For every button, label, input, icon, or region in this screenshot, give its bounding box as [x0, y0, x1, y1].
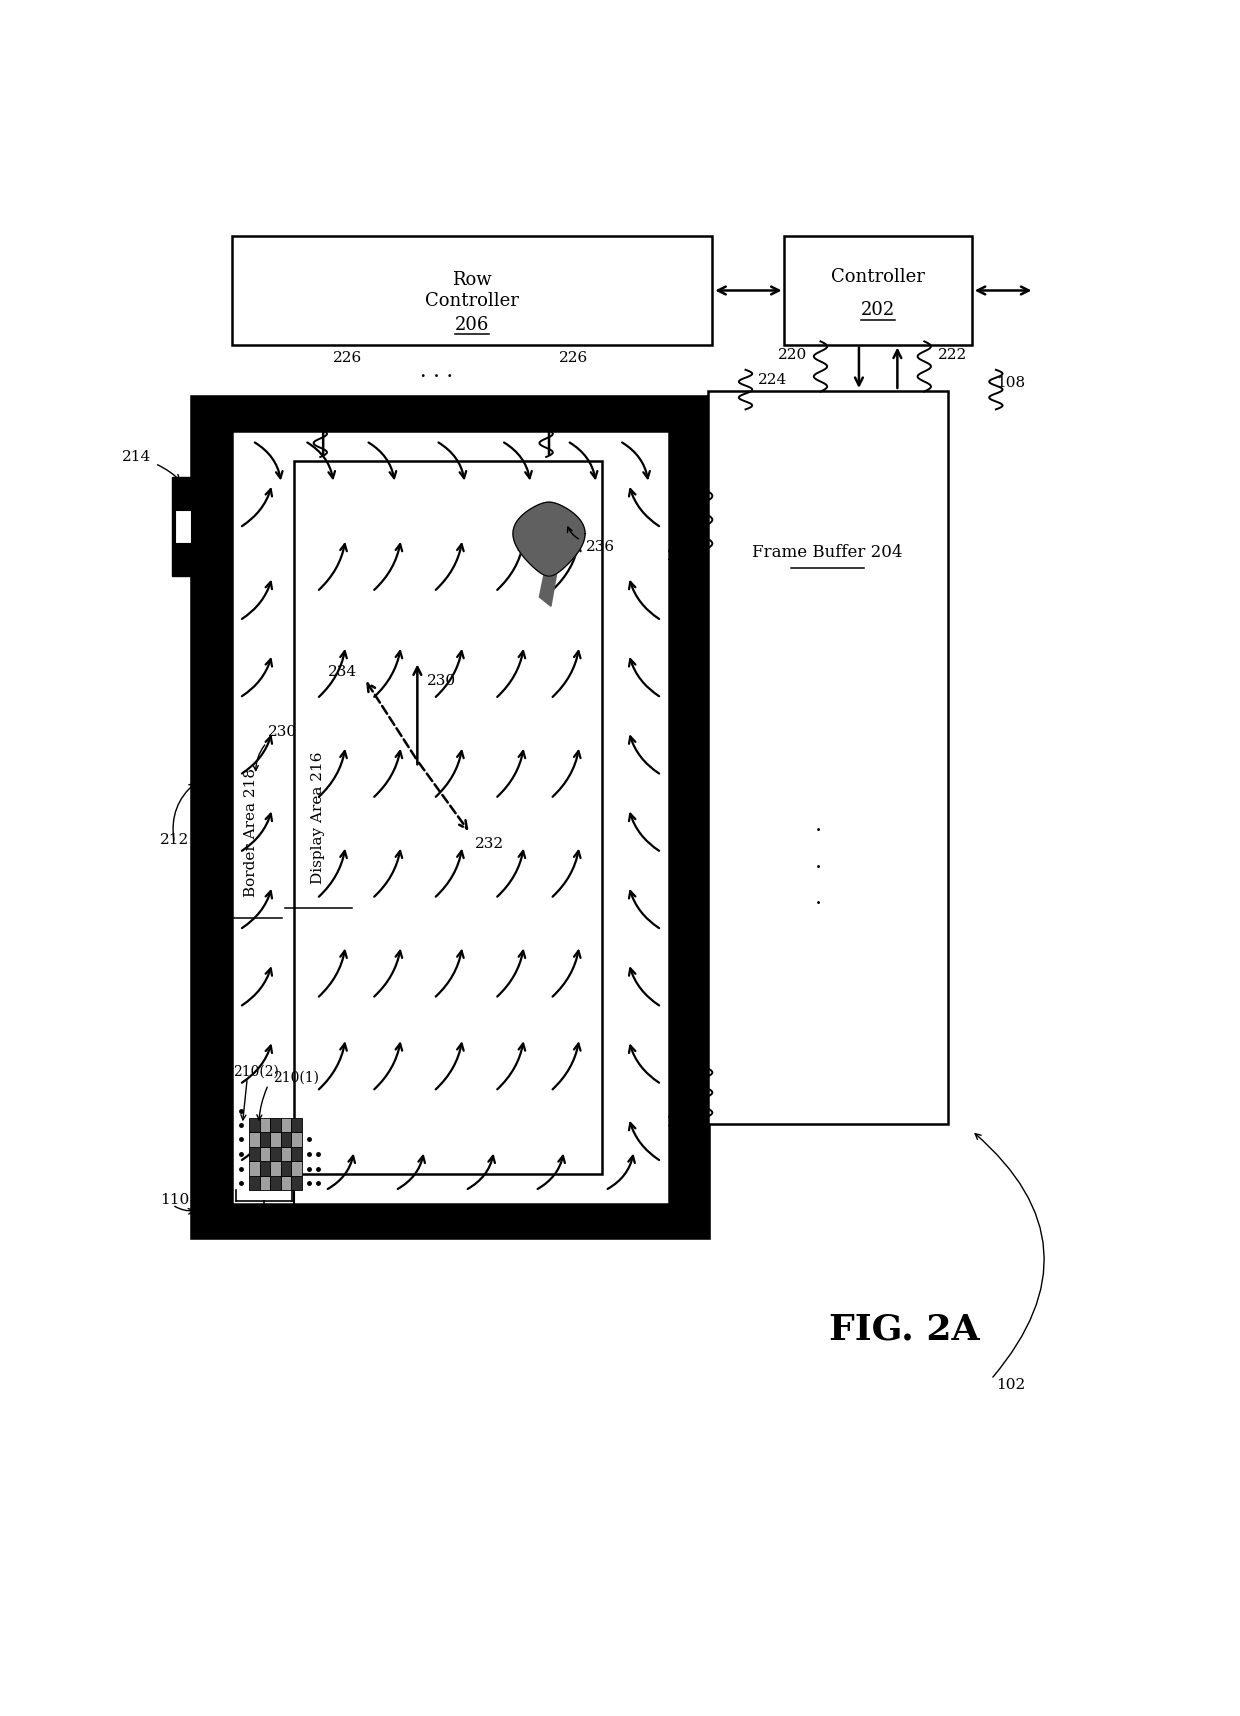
Text: ·: ·: [815, 820, 822, 843]
Text: FIG. 2A: FIG. 2A: [830, 1313, 980, 1345]
Text: 108: 108: [996, 376, 1024, 390]
Text: ·: ·: [815, 894, 822, 915]
Bar: [270, 1133, 281, 1146]
Bar: [232, 237, 712, 345]
Bar: [193, 398, 708, 1237]
Bar: [291, 1146, 303, 1162]
Bar: [259, 1146, 270, 1162]
Text: 232: 232: [475, 837, 505, 851]
Bar: [281, 1146, 291, 1162]
Text: 230: 230: [427, 674, 456, 688]
Bar: [281, 1117, 291, 1133]
Text: 210(2): 210(2): [233, 1064, 279, 1078]
Bar: [270, 1117, 281, 1133]
Text: Frame Buffer 204: Frame Buffer 204: [753, 544, 903, 561]
Bar: [291, 1117, 303, 1133]
Polygon shape: [539, 573, 557, 606]
Text: Row: Row: [453, 271, 492, 288]
Text: 234: 234: [327, 666, 357, 680]
Bar: [281, 1175, 291, 1191]
Text: 226: 226: [558, 350, 588, 366]
Text: 228: 228: [667, 1115, 696, 1129]
Bar: [259, 1133, 270, 1146]
Text: 210(1): 210(1): [273, 1071, 319, 1085]
Text: 110: 110: [160, 1193, 188, 1206]
Text: 102: 102: [996, 1378, 1025, 1392]
Bar: [232, 431, 670, 1203]
Bar: [249, 1133, 259, 1146]
Text: 222: 222: [937, 348, 967, 362]
Text: Controller: Controller: [425, 292, 520, 311]
Text: 224: 224: [758, 374, 787, 388]
Bar: [294, 462, 601, 1174]
Text: ·: ·: [815, 856, 822, 879]
Bar: [270, 1162, 281, 1175]
Bar: [172, 477, 193, 577]
Bar: [708, 391, 947, 1124]
Bar: [291, 1133, 303, 1146]
Text: 226: 226: [332, 350, 362, 366]
Bar: [259, 1162, 270, 1175]
Text: 214: 214: [122, 450, 151, 463]
Bar: [259, 1175, 270, 1191]
Bar: [270, 1175, 281, 1191]
Bar: [281, 1162, 291, 1175]
Bar: [249, 1175, 259, 1191]
Bar: [249, 1146, 259, 1162]
Text: 206: 206: [455, 316, 490, 335]
Text: Border Area 218: Border Area 218: [244, 767, 258, 897]
Bar: [259, 1117, 270, 1133]
Bar: [249, 1162, 259, 1175]
Text: Controller: Controller: [831, 268, 925, 287]
Bar: [175, 510, 191, 542]
Text: 220: 220: [777, 348, 807, 362]
Text: 212: 212: [160, 834, 188, 848]
Text: 236: 236: [585, 541, 615, 554]
Text: 208: 208: [279, 1215, 308, 1229]
Text: · · ·: · · ·: [419, 369, 453, 388]
Text: 202: 202: [861, 302, 895, 319]
Text: Display Area 216: Display Area 216: [311, 752, 325, 884]
Bar: [281, 1133, 291, 1146]
Text: 230: 230: [268, 726, 298, 740]
Bar: [291, 1162, 303, 1175]
Polygon shape: [513, 503, 585, 577]
Bar: [249, 1117, 259, 1133]
Bar: [785, 237, 972, 345]
Bar: [270, 1146, 281, 1162]
Bar: [291, 1175, 303, 1191]
Text: 228: 228: [667, 549, 696, 563]
